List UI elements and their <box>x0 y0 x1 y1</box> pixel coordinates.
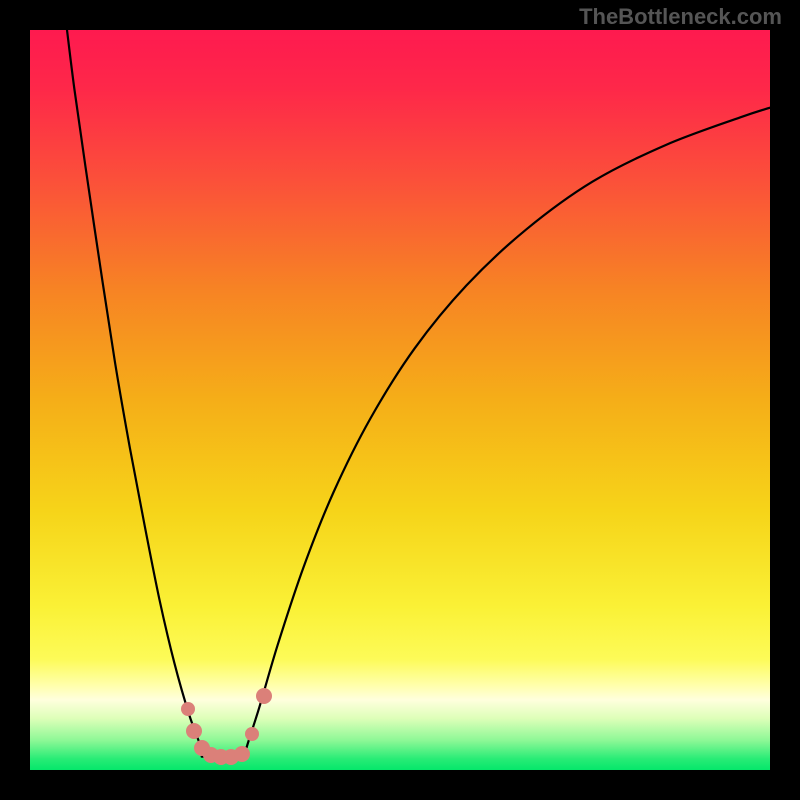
data-marker <box>186 723 202 739</box>
watermark-text: TheBottleneck.com <box>579 4 782 30</box>
data-marker <box>181 702 195 716</box>
data-marker <box>256 688 272 704</box>
data-marker <box>245 727 259 741</box>
data-marker <box>234 746 250 762</box>
bottleneck-curve <box>67 30 770 757</box>
bottleneck-curves <box>30 30 770 770</box>
plot-area <box>30 30 770 770</box>
